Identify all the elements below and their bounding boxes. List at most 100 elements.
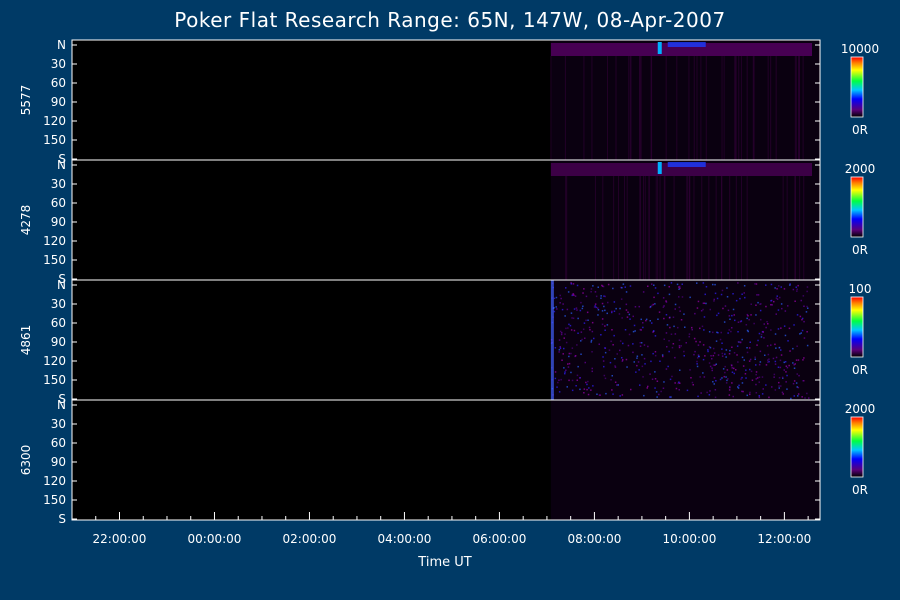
noise-dot [651, 283, 653, 285]
noise-dot [775, 347, 777, 349]
y-tick-label: 60 [51, 316, 66, 330]
noise-dot [572, 317, 575, 319]
noise-dot [650, 360, 652, 363]
noise-dot [786, 366, 789, 369]
noise-dot [725, 382, 728, 384]
noise-dot [797, 284, 799, 287]
noise-dot [694, 312, 696, 315]
noise-dot [754, 356, 756, 358]
y-tick-label: 90 [51, 335, 66, 349]
panel-label: 5577 [19, 85, 33, 116]
noise-dot [731, 371, 734, 373]
noise-dot [754, 358, 756, 360]
noise-dot [736, 354, 738, 356]
noise-dot [602, 285, 605, 288]
noise-dot [733, 367, 735, 370]
noise-dot [653, 296, 655, 299]
noise-dot [647, 345, 649, 348]
noise-dot [657, 318, 659, 320]
noise-dot [597, 314, 599, 316]
noise-dot [759, 361, 762, 363]
data-region [550, 280, 820, 400]
noise-dot [640, 342, 643, 344]
noise-dot [555, 306, 557, 308]
noise-dot [768, 360, 770, 363]
noise-dot [684, 326, 686, 328]
noise-dot [802, 295, 805, 297]
y-tick-label: 30 [51, 57, 66, 71]
noise-dot [597, 307, 599, 309]
noise-dot [663, 284, 666, 287]
noise-dot [714, 364, 716, 366]
noise-dot [757, 294, 760, 296]
noise-dot [770, 344, 772, 346]
noise-dot [786, 374, 788, 377]
chart-title: Poker Flat Research Range: 65N, 147W, 08… [174, 8, 726, 32]
noise-dot [689, 369, 691, 371]
noise-dot [713, 352, 716, 354]
noise-dot [663, 305, 665, 307]
noise-dot [583, 388, 586, 390]
noise-dot [576, 344, 578, 346]
noise-dot [750, 314, 752, 316]
noise-dot [601, 310, 604, 312]
noise-dot [755, 364, 757, 366]
noise-dot [565, 287, 567, 289]
noise-dot [705, 286, 708, 288]
noise-dot [601, 323, 604, 326]
noise-dot [741, 376, 743, 379]
noise-dot [715, 340, 718, 342]
noise-dot [559, 346, 561, 348]
noise-dot [559, 330, 562, 333]
noise-dot [600, 295, 602, 297]
noise-dot [699, 341, 701, 343]
noise-dot [806, 331, 808, 333]
noise-dot [746, 313, 749, 316]
noise-dot [765, 326, 767, 329]
noise-dot [583, 392, 585, 394]
noise-dot [642, 326, 644, 329]
y-tick-label: 120 [43, 234, 66, 248]
noise-dot [573, 308, 576, 310]
noise-dot [747, 330, 749, 333]
noise-dot [670, 396, 672, 398]
noise-dot [639, 342, 641, 344]
noise-dot [793, 380, 796, 382]
noise-dot [597, 286, 599, 288]
noise-dot [726, 379, 728, 382]
noise-dot [571, 294, 573, 297]
noise-dot [570, 312, 573, 314]
noise-dot [594, 291, 597, 293]
noise-dot [757, 301, 759, 304]
noise-dot [710, 355, 712, 357]
noise-dot [665, 368, 668, 370]
noise-dot [611, 389, 613, 391]
noise-dot [728, 353, 731, 355]
noise-dot [802, 380, 804, 382]
noise-dot [604, 377, 607, 380]
noise-dot [612, 393, 614, 395]
noise-dot [724, 365, 726, 368]
noise-dot [568, 379, 570, 382]
noise-dot [610, 340, 612, 343]
noise-dot [801, 318, 803, 321]
noise-dot [728, 389, 731, 391]
noise-dot [697, 344, 700, 346]
noise-dot [594, 305, 596, 307]
noise-dot [587, 319, 589, 321]
noise-dot [767, 323, 769, 325]
start-edge [550, 280, 554, 400]
noise-dot [753, 322, 755, 325]
noise-dot [696, 282, 698, 284]
noise-dot [625, 303, 628, 306]
noise-dot [565, 369, 567, 371]
noise-dot [665, 301, 668, 303]
noise-dot [759, 309, 762, 312]
noise-dot [633, 361, 635, 363]
noise-dot [728, 329, 730, 331]
colorbar [850, 176, 864, 238]
noise-dot [739, 297, 741, 300]
noise-dot [756, 377, 759, 379]
colorbar-max-label: 2000 [845, 162, 876, 176]
noise-dot [754, 283, 756, 285]
